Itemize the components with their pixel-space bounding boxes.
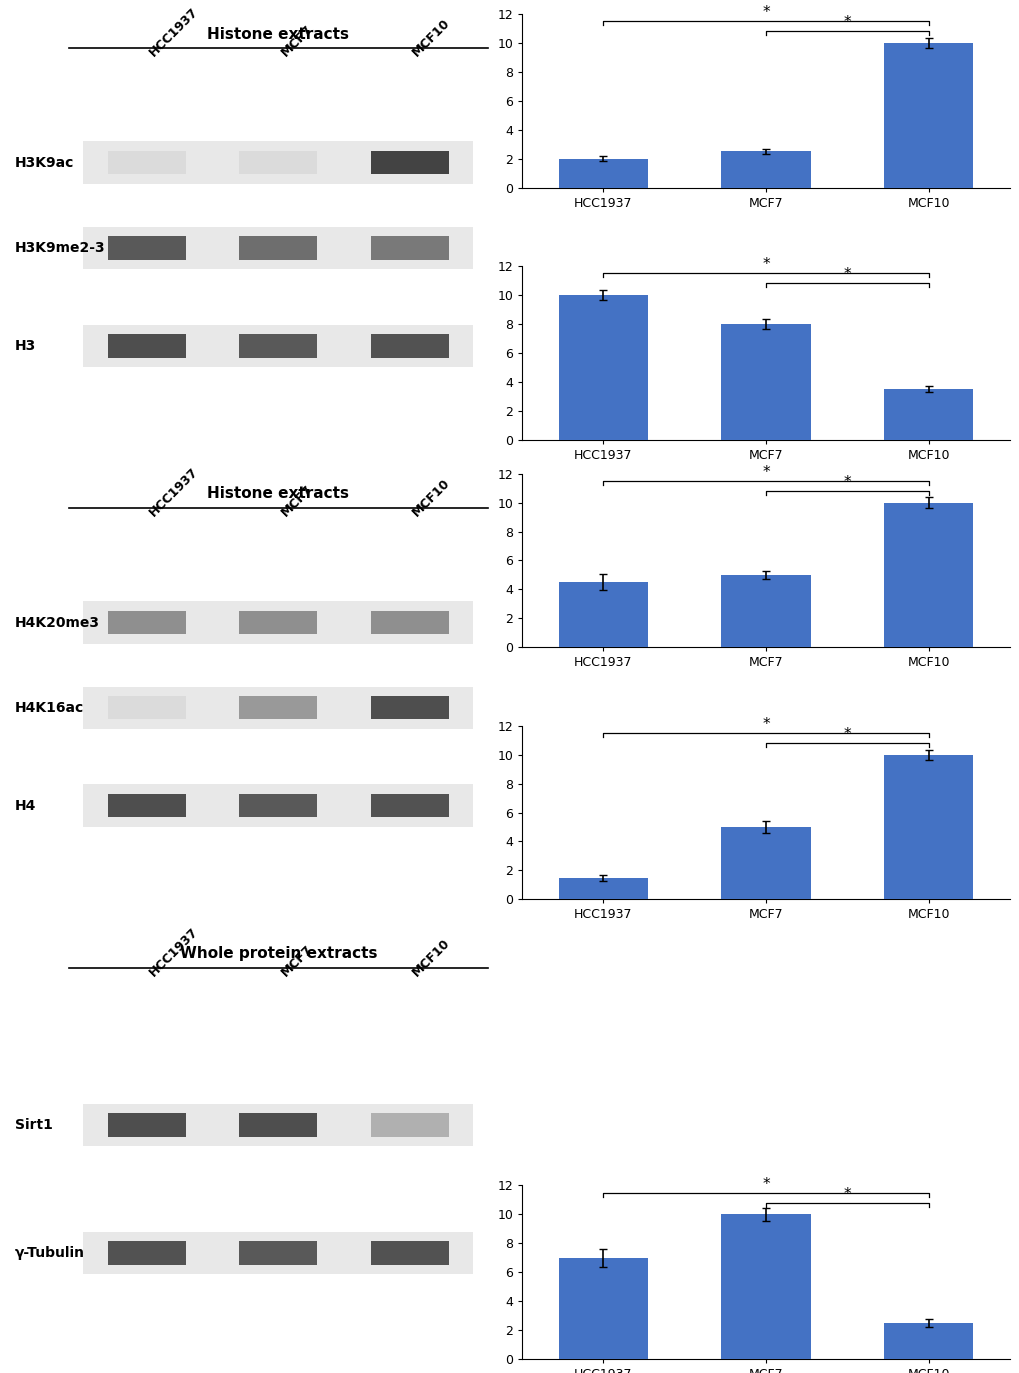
Bar <box>720 324 810 439</box>
Text: H3: H3 <box>15 339 37 353</box>
Bar <box>558 582 647 648</box>
Text: MCF10: MCF10 <box>410 476 452 519</box>
Bar <box>883 389 972 439</box>
Bar <box>84 1104 473 1146</box>
Text: MCF7: MCF7 <box>278 942 315 979</box>
Bar <box>720 827 810 899</box>
Bar <box>239 151 317 174</box>
Text: H3K9me2-3: H3K9me2-3 <box>15 240 106 255</box>
Bar <box>558 1258 647 1359</box>
Text: MCF10: MCF10 <box>410 16 452 59</box>
Bar <box>239 794 317 817</box>
Text: *: * <box>761 717 769 732</box>
Bar <box>371 334 448 357</box>
Bar <box>371 1241 448 1265</box>
Text: *: * <box>761 465 769 481</box>
Bar <box>239 1114 317 1137</box>
Text: Histone extracts: Histone extracts <box>207 26 350 41</box>
Bar <box>371 696 448 719</box>
Text: Sirt1: Sirt1 <box>15 1118 53 1133</box>
Text: HCC1937: HCC1937 <box>147 925 201 979</box>
Text: H3K9ac: H3K9ac <box>15 155 74 170</box>
Bar <box>239 1241 317 1265</box>
Bar <box>108 334 185 357</box>
Bar <box>108 1114 185 1137</box>
Text: *: * <box>761 257 769 272</box>
Text: HCC1937: HCC1937 <box>147 465 201 519</box>
Text: HCC1937: HCC1937 <box>147 5 201 59</box>
Bar <box>371 151 448 174</box>
Text: *: * <box>843 1188 850 1203</box>
Bar <box>371 236 448 259</box>
Bar <box>108 611 185 634</box>
Text: Whole protein extracts: Whole protein extracts <box>179 946 377 961</box>
Bar <box>371 1114 448 1137</box>
Bar <box>239 611 317 634</box>
Bar <box>239 696 317 719</box>
Text: *: * <box>843 15 850 30</box>
Text: Histone extracts: Histone extracts <box>207 486 350 501</box>
Bar <box>239 334 317 357</box>
Text: H4K20me3: H4K20me3 <box>15 615 100 630</box>
Bar <box>883 503 972 648</box>
Text: MCF7: MCF7 <box>278 22 315 59</box>
Bar <box>558 158 647 188</box>
Bar <box>108 794 185 817</box>
Bar <box>84 324 473 367</box>
Bar <box>108 696 185 719</box>
Text: MCF7: MCF7 <box>278 482 315 519</box>
Bar <box>239 236 317 259</box>
Bar <box>84 141 473 184</box>
Text: MCF10: MCF10 <box>410 936 452 979</box>
Text: *: * <box>761 5 769 21</box>
Bar <box>84 686 473 729</box>
Bar <box>84 784 473 827</box>
Bar <box>108 151 185 174</box>
Bar <box>558 295 647 439</box>
Bar <box>558 877 647 899</box>
Bar <box>84 227 473 269</box>
Bar <box>108 236 185 259</box>
Bar <box>108 1241 185 1265</box>
Text: *: * <box>843 268 850 283</box>
Bar <box>883 755 972 899</box>
Bar <box>371 611 448 634</box>
Text: γ-Tubulin: γ-Tubulin <box>15 1245 85 1260</box>
Bar <box>720 151 810 188</box>
Bar <box>84 601 473 644</box>
Bar <box>883 1324 972 1359</box>
Text: *: * <box>843 728 850 743</box>
Bar <box>883 43 972 188</box>
Bar <box>720 1215 810 1359</box>
Bar <box>720 575 810 648</box>
Bar <box>371 794 448 817</box>
Text: *: * <box>761 1177 769 1192</box>
Bar <box>84 1232 473 1274</box>
Text: H4K16ac: H4K16ac <box>15 700 85 715</box>
Text: H4: H4 <box>15 799 37 813</box>
Text: *: * <box>843 475 850 490</box>
